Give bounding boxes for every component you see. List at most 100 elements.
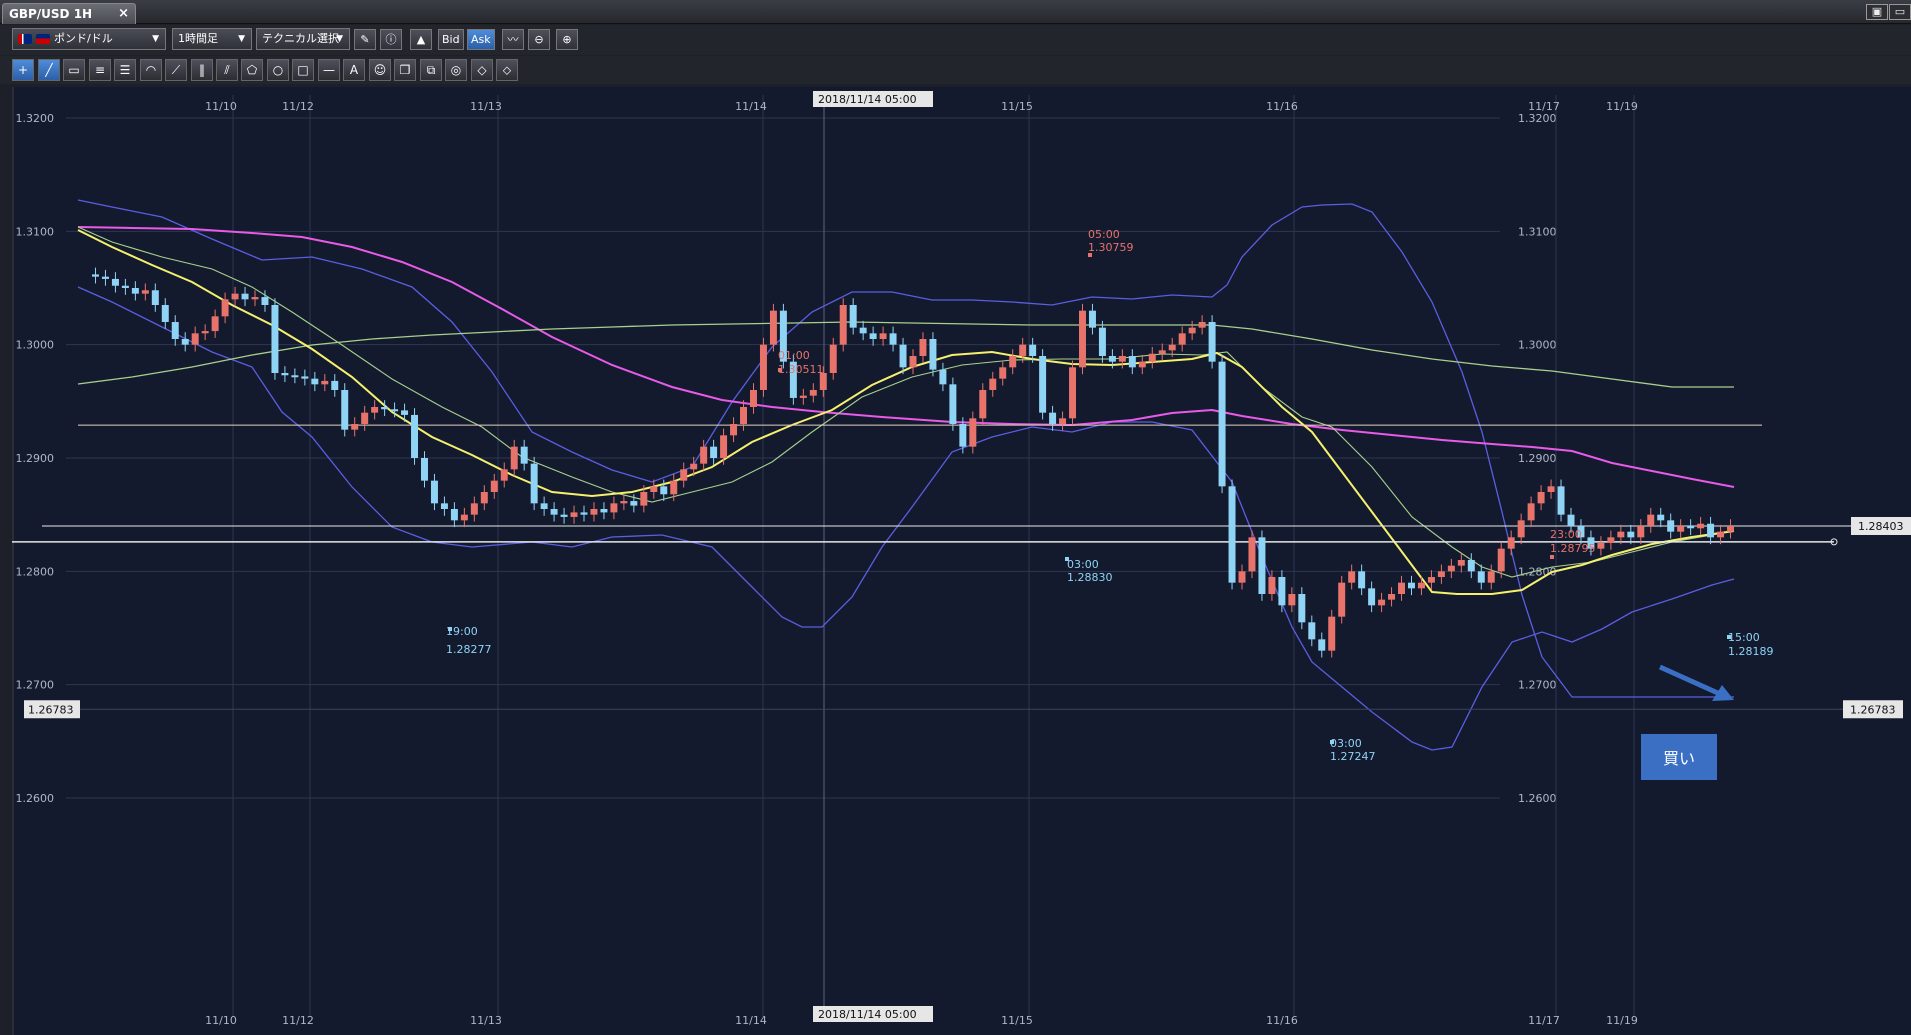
- candle-bull: [1427, 577, 1435, 583]
- crosshair-label-bottom-bg: [813, 1006, 933, 1022]
- x-tick-bottom: 11/15: [1001, 1014, 1033, 1027]
- chart-area[interactable]: 1.3200 1.3200 1.3100 1.3100 1.3000 1.3000 1.29…: [12, 87, 1911, 1035]
- candle-bull: [1079, 310, 1086, 368]
- chart-tab[interactable]: GBP/USD 1H ×: [2, 3, 136, 24]
- candle-bull: [1118, 356, 1126, 362]
- timeframe-label: 1時間足: [178, 32, 218, 45]
- candle-bull: [1238, 571, 1246, 583]
- maximize-icon[interactable]: ▭: [1889, 4, 1911, 20]
- circle-icon[interactable]: ○: [267, 59, 289, 81]
- candle-bull: [1059, 418, 1067, 424]
- pentagon-icon[interactable]: ⬠: [241, 59, 263, 81]
- info-icon[interactable]: ⓘ: [380, 29, 402, 50]
- candle-bull: [201, 331, 209, 334]
- technical-select[interactable]: テクニカル選択 ▼: [256, 28, 350, 50]
- zoom-out-icon[interactable]: ⊖: [528, 29, 550, 50]
- extreme-marker: [1330, 740, 1334, 744]
- candle-bull: [1677, 526, 1685, 532]
- candle-bear: [580, 512, 588, 515]
- chart-background: [12, 87, 1911, 1035]
- y-tick-left: 1.3000: [16, 339, 55, 352]
- icon-stamp-icon[interactable]: ☺: [369, 59, 391, 81]
- ask-button[interactable]: Ask: [467, 29, 495, 50]
- annotation-time: 03:00: [1330, 737, 1362, 750]
- candle-bull: [700, 446, 708, 464]
- left-edge: [12, 87, 14, 1035]
- candle-bull: [1148, 353, 1156, 362]
- candle-bull: [640, 492, 648, 506]
- currency-pair-label: ポンド/ドル: [54, 32, 113, 45]
- candle-bear: [391, 409, 399, 412]
- horizontal-line-icon[interactable]: —: [318, 59, 340, 81]
- paste-icon[interactable]: ⧉: [420, 59, 442, 81]
- restore-icon[interactable]: ▣: [1866, 4, 1888, 20]
- y-tick-left: 1.3200: [16, 112, 55, 125]
- x-tick-bottom: 11/17: [1528, 1014, 1560, 1027]
- horizontal-lines-icon[interactable]: ≡: [89, 59, 111, 81]
- extreme-marker: [1727, 635, 1731, 639]
- candle-bull: [191, 333, 199, 345]
- x-tick-bottom: 11/19: [1606, 1014, 1638, 1027]
- candle-bear: [241, 293, 249, 300]
- candle-bear: [710, 446, 718, 458]
- eraser-icon[interactable]: ◇: [471, 59, 493, 81]
- candle-bull: [1647, 514, 1655, 526]
- candle-bear: [101, 276, 109, 279]
- erase-all-icon[interactable]: ⬦: [496, 59, 518, 81]
- candle-bear: [401, 410, 409, 415]
- candle-bear: [1039, 356, 1047, 413]
- zoom-in-icon[interactable]: ⊕: [556, 29, 578, 50]
- text-icon[interactable]: A: [343, 59, 365, 81]
- timeframe-select[interactable]: 1時間足 ▼: [172, 28, 252, 50]
- pen-icon[interactable]: ✎: [354, 29, 376, 50]
- candle-bear: [949, 384, 957, 424]
- candle-bull: [361, 412, 369, 424]
- pitchfork-icon[interactable]: ⫽: [216, 59, 238, 81]
- candle-bull: [1198, 322, 1206, 328]
- candle-bull: [799, 395, 807, 398]
- candle-bull: [1328, 616, 1336, 651]
- rectangle-icon[interactable]: □: [292, 59, 314, 81]
- candle-bear: [421, 458, 428, 481]
- area-chart-icon[interactable]: ▲: [410, 29, 432, 50]
- candle-bear: [849, 305, 857, 328]
- candle-bull: [740, 407, 748, 424]
- candle-bull: [1268, 577, 1276, 594]
- y-tick-right: 1.2600: [1518, 792, 1557, 805]
- candle-bear: [1029, 344, 1037, 356]
- trendline-icon[interactable]: ╱: [38, 59, 60, 81]
- crosshair-icon[interactable]: +: [12, 59, 34, 81]
- extreme-marker: [1550, 555, 1554, 559]
- sma-short-line: [77, 229, 1735, 595]
- fan-icon[interactable]: ⟋: [165, 59, 187, 81]
- vertical-lines-icon[interactable]: ‖: [191, 59, 213, 81]
- bid-button[interactable]: Bid: [438, 29, 464, 50]
- close-icon[interactable]: ×: [118, 6, 129, 21]
- fibonacci-arc-icon[interactable]: ◠: [140, 59, 162, 81]
- candle-bear: [1358, 571, 1366, 589]
- candle-bull: [1378, 599, 1386, 606]
- candle-bear: [959, 424, 967, 447]
- line-chart-icon[interactable]: 〰: [502, 29, 524, 50]
- y-tick-right: 1.2700: [1518, 679, 1557, 692]
- group-icon[interactable]: ◎: [445, 59, 467, 81]
- candle-bull: [829, 344, 837, 373]
- sma-200-line: [77, 321, 1734, 388]
- channel-icon[interactable]: ☰: [114, 59, 136, 81]
- copy-icon[interactable]: ❐: [394, 59, 416, 81]
- currency-pair-select[interactable]: ポンド/ドル ▼: [12, 28, 166, 50]
- ruler-icon[interactable]: ▭: [63, 59, 85, 81]
- annotation-time: 01:00: [778, 349, 810, 362]
- candle-bull: [610, 503, 618, 513]
- candle-bull: [839, 305, 847, 345]
- price-chart[interactable]: 1.3200 1.3200 1.3100 1.3100 1.3000 1.3000 1.29…: [12, 87, 1911, 1035]
- annotation-price: 1.27247: [1330, 750, 1376, 763]
- candle-bear: [1627, 531, 1635, 538]
- candle-bear: [560, 514, 568, 517]
- candle-bear: [859, 327, 867, 334]
- candle-bull: [1388, 594, 1396, 600]
- extreme-marker: [448, 627, 452, 631]
- annotation-time: 15:00: [1728, 631, 1760, 644]
- candle-bear: [600, 509, 608, 513]
